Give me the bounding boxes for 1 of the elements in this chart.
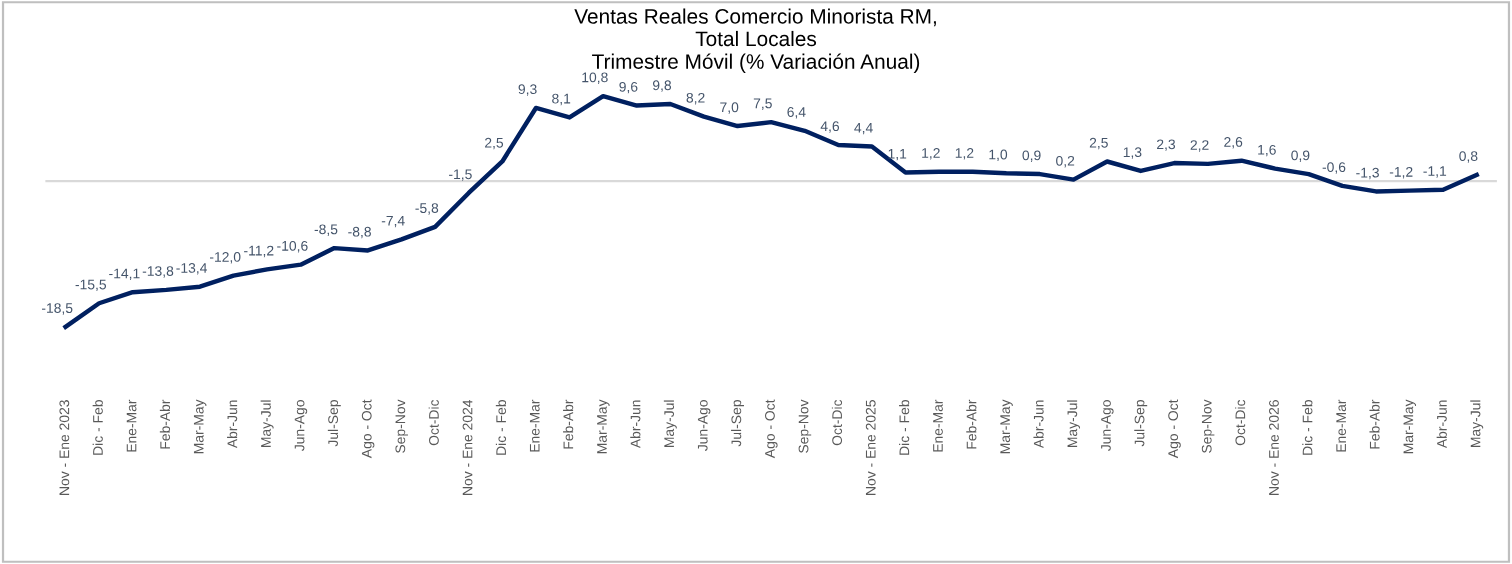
chart-title: Ventas Reales Comercio Minorista RM, Total Locales Trimestre Móvil (% Variación Anual) bbox=[574, 8, 936, 74]
